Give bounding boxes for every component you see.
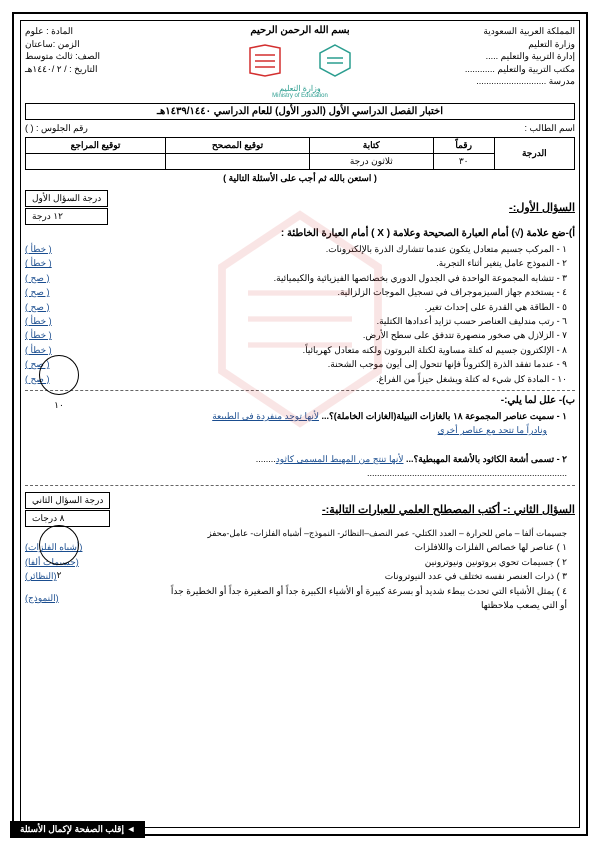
student-row: اسم الطالب : رقم الجلوس : ( ) bbox=[25, 123, 575, 134]
q1a-i8: ٩ - عندما تفقد الذرة إلكتروناً فإنها تتح… bbox=[328, 357, 567, 371]
q2-header: السؤال الثاني :- أكتب المصطلح العلمي للع… bbox=[25, 492, 575, 527]
ministry-en: Ministry of Education bbox=[208, 93, 391, 99]
q2-items: ١ ) عناصر لها خصائص الفلزات واللافلزات(أ… bbox=[25, 540, 567, 612]
q1a-i9: ١٠ - المادة كل شيء له كتلة ويشغل حيزاً م… bbox=[376, 372, 567, 386]
q1a-i6: ٧ - الزلازل هي صخور منصهرة تتدفق على سطح… bbox=[363, 328, 567, 342]
q1-part-b: ب)- علل لما يلي:- bbox=[25, 395, 575, 406]
q1a-a3: ( صح ) bbox=[25, 285, 49, 299]
q1-part-a: أ)-ضع علامة (√) أمام العبارة الصحيحة وعل… bbox=[25, 228, 575, 239]
hdr-r2: إدارة التربية والتعليم ..... bbox=[392, 50, 575, 63]
q1b-a1: لأنها توجد منفردة في الطبيعة bbox=[212, 411, 319, 421]
q2-title: السؤال الثاني :- أكتب المصطلح العلمي للع… bbox=[322, 503, 575, 516]
gt-c3: توقيع المصحح bbox=[166, 138, 310, 154]
q1a-a4: ( صح ) bbox=[25, 300, 49, 314]
q1-score-value: ١٢ درجة bbox=[25, 208, 108, 225]
hdr-r1: وزارة التعليم bbox=[392, 38, 575, 51]
q1a-i3: ٤ - يستخدم جهاز السيزموجراف في تسجيل الم… bbox=[337, 285, 567, 299]
sep1 bbox=[25, 390, 575, 391]
q1a-i0: ١ - المركب جسيم متعادل يتكون عندما تتشار… bbox=[326, 242, 567, 256]
q1-header: السؤال الأول:- درجة السؤال الأول ١٢ درجة bbox=[25, 190, 575, 225]
school-logo bbox=[240, 40, 290, 80]
q1-score-label: درجة السؤال الأول bbox=[25, 190, 108, 207]
header-left: المادة : علوم الزمن :ساعتان الصف: ثالث م… bbox=[25, 25, 208, 99]
hdr-l2: الصف: ثالث متوسط bbox=[25, 50, 208, 63]
q1a-a0: ( خطأ ) bbox=[25, 242, 52, 256]
q2-i1: ٢ ) جسيمات تحوي بروتونين ونيوترونين bbox=[425, 555, 567, 569]
q2-i2: ٣ ) ذرات العنصر نفسه تختلف في عدد النيوت… bbox=[385, 569, 567, 583]
sep2 bbox=[25, 485, 575, 486]
basmala: بسم الله الرحمن الرحيم bbox=[208, 25, 391, 36]
q1a-i7: ٨ - الإلكترون جسيم له كتلة مساوية لكتلة … bbox=[303, 343, 567, 357]
q1b-circle-num: ٢ bbox=[39, 570, 79, 581]
q2-i0: ١ ) عناصر لها خصائص الفلزات واللافلزات bbox=[415, 540, 567, 554]
q2-i3: ٤ ) يمثل الأشياء التي تحدث ببطء شديد أو … bbox=[167, 584, 567, 613]
q2-score-value: ٨ درجات bbox=[25, 510, 110, 527]
flip-arrow: إقلب الصفحة لإكمال الأسئلة bbox=[10, 821, 145, 838]
q1a-a1: ( خطأ ) bbox=[25, 256, 52, 270]
q1a-circle bbox=[39, 355, 79, 395]
q1b-a1b: ونادراً ما تتحد مع عناصر أخرى bbox=[25, 423, 547, 437]
gt-label: الدرجة bbox=[494, 138, 574, 170]
q1a-i1: ٢ - النموذج عامل يتغير أثناء التجربة. bbox=[436, 256, 567, 270]
ministry-logo bbox=[310, 40, 360, 80]
gt-c2: كتابة bbox=[309, 138, 433, 154]
inner-border: المملكة العربية السعودية وزارة التعليم إ… bbox=[20, 20, 580, 828]
hdr-l3: التاريخ : / ٢ /١٤٤٠هـ bbox=[25, 63, 208, 76]
hdr-r3: مكتب التربية والتعليم ............ bbox=[392, 63, 575, 76]
logo-row bbox=[208, 40, 391, 80]
exam-title: اختبار الفصل الدراسي الأول (الدور الأول)… bbox=[25, 103, 575, 120]
ministry-ar: وزارة التعليم bbox=[208, 84, 391, 93]
gt-sig2 bbox=[26, 154, 166, 170]
q1-title: السؤال الأول:- bbox=[509, 201, 575, 214]
header-center: بسم الله الرحمن الرحيم وزارة التعليم Min… bbox=[208, 25, 391, 99]
q1a-a2: ( صح ) bbox=[25, 271, 49, 285]
q1b-q2: ٢ - تسمى أشعة الكاثود بالأشعة المهبطية؟.… bbox=[406, 454, 567, 464]
gt-c1: رقماً bbox=[433, 138, 494, 154]
content: المملكة العربية السعودية وزارة التعليم إ… bbox=[25, 25, 575, 612]
q1b-items: ١ - سميت عناصر المجموعة ١٨ بالغازات النب… bbox=[25, 409, 567, 481]
grade-table: الدرجة رقماً كتابة توقيع المصحح توقيع ال… bbox=[25, 137, 575, 170]
q1b-a2: لأنها تنتج من المهبط المسمى كاثود bbox=[276, 454, 404, 464]
instruction: ( استعن بالله ثم أجب على الأسئلة التالية… bbox=[25, 173, 575, 184]
q1a-i2: ٣ - تتشابه المجموعة الواحدة في الجدول ال… bbox=[274, 271, 567, 285]
q1b-q1: ١ - سميت عناصر المجموعة ١٨ بالغازات النب… bbox=[322, 411, 568, 421]
q1-items: ١ - المركب جسيم متعادل يتكون عندما تتشار… bbox=[25, 242, 567, 386]
q1a-a7: ( خطأ ) bbox=[25, 343, 52, 357]
gt-written: ثلاثون درجة bbox=[309, 154, 433, 170]
q1a-a6: ( خطأ ) bbox=[25, 328, 52, 342]
seat-label: رقم الجلوس : ( ) bbox=[25, 123, 88, 134]
q1a-i4: ٥ - الطاقة هي القدرة على إحداث تغير. bbox=[425, 300, 567, 314]
hdr-l0: المادة : علوم bbox=[25, 25, 208, 38]
q1a-i5: ٦ - رتب مندليف العناصر حسب تزايد أعدادها… bbox=[377, 314, 567, 328]
q1b-circle bbox=[39, 525, 79, 565]
gt-sig1 bbox=[166, 154, 310, 170]
q2-terms: جسيمات ألفا – ماص للحرارة – العدد الكتلي… bbox=[25, 527, 567, 541]
hdr-l1: الزمن :ساعتان bbox=[25, 38, 208, 51]
header-right: المملكة العربية السعودية وزارة التعليم إ… bbox=[392, 25, 575, 99]
q2-score-label: درجة السؤال الثاني bbox=[25, 492, 110, 509]
page-border: المملكة العربية السعودية وزارة التعليم إ… bbox=[12, 12, 588, 836]
gt-c4: توقيع المراجع bbox=[26, 138, 166, 154]
q2-a3: (النموذج) bbox=[25, 591, 59, 605]
q1a-circle-num: ١٠ bbox=[39, 400, 79, 411]
student-name-label: اسم الطالب : bbox=[525, 123, 575, 134]
q1a-a5: ( خطأ ) bbox=[25, 314, 52, 328]
gt-num: ٣٠ bbox=[433, 154, 494, 170]
header-row: المملكة العربية السعودية وزارة التعليم إ… bbox=[25, 25, 575, 99]
hdr-r0: المملكة العربية السعودية bbox=[392, 25, 575, 38]
hdr-r4: مدرسة ............................ bbox=[392, 75, 575, 88]
